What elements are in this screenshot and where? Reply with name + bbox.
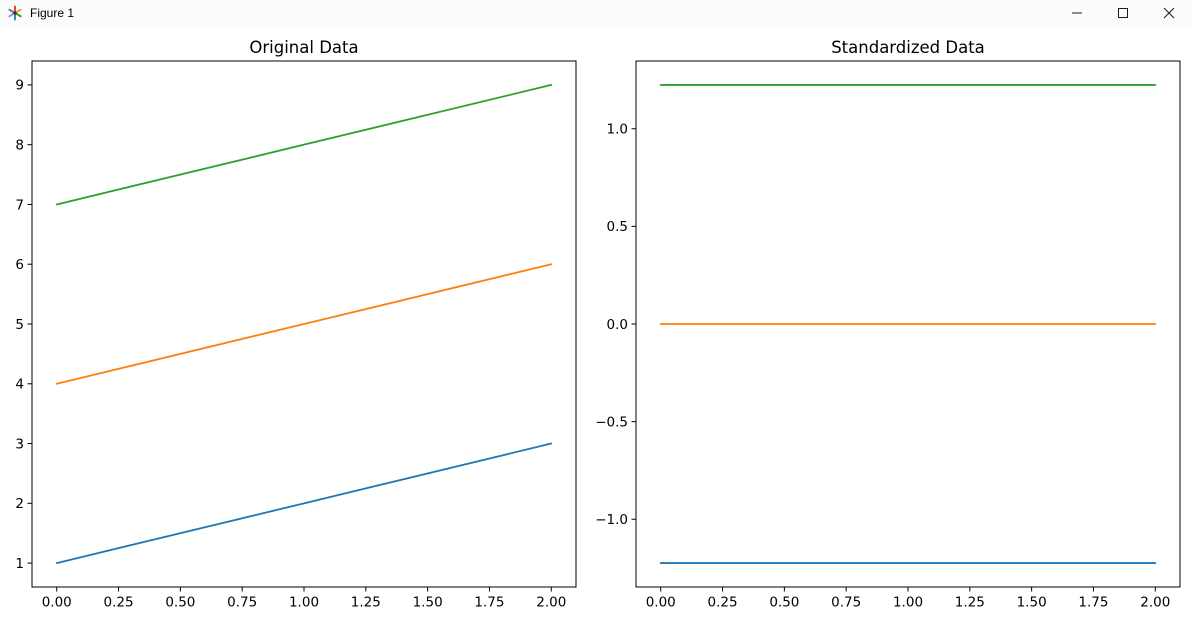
y-tick-label: 9: [15, 78, 24, 94]
x-tick-label: 1.50: [413, 595, 443, 611]
y-tick-label: 5: [15, 317, 24, 333]
x-tick-label: 1.25: [955, 595, 985, 611]
minimize-button[interactable]: [1054, 0, 1100, 26]
x-tick-label: 2.00: [536, 595, 566, 611]
x-tick-label: 1.75: [1078, 595, 1108, 611]
x-tick-label: 1.50: [1017, 595, 1047, 611]
y-tick-label: 0.0: [607, 317, 628, 333]
axes-2: 0.00 0.25 0.50 0.75 1.00 1.25 1.50 1.75 2.00 −1.0…: [595, 38, 1181, 611]
axes-title: Original Data: [249, 38, 358, 57]
y-tick-label: −1.0: [595, 512, 628, 528]
figure-canvas: 0.00 0.25 0.50 0.75 1.00 1.25 1.50 1.75 2.00 1 2 3 4…: [0, 26, 1192, 613]
y-tick-label: 4: [15, 377, 24, 393]
titlebar: Figure 1: [0, 0, 1192, 27]
maximize-button[interactable]: [1100, 0, 1146, 26]
window-controls: [1054, 0, 1192, 26]
minimize-icon: [1072, 12, 1082, 14]
close-button[interactable]: [1146, 0, 1192, 26]
y-tick-label: 1.0: [607, 122, 628, 138]
x-tick-label: 1.75: [474, 595, 504, 611]
y-tick-label: 0.5: [607, 219, 628, 235]
maximize-icon: [1118, 8, 1128, 18]
matplotlib-logo-icon: [7, 5, 23, 21]
x-tick-label: 0.00: [646, 595, 676, 611]
x-tick-label: 0.75: [831, 595, 861, 611]
x-tick-label: 2.00: [1140, 595, 1170, 611]
axes-title: Standardized Data: [831, 38, 985, 57]
x-tick-label: 0.75: [227, 595, 257, 611]
y-tick-label: 8: [15, 137, 24, 153]
line-row-1-blue: [55, 442, 553, 564]
subplots-svg: 0.00 0.25 0.50 0.75 1.00 1.25 1.50 1.75 2.00 1 2 3 4…: [15, 38, 1181, 611]
x-tick-label: 0.50: [165, 595, 195, 611]
y-tick-label: −0.5: [595, 414, 628, 430]
close-icon: [1163, 7, 1175, 19]
x-tick-label: 0.25: [708, 595, 738, 611]
y-tick-label: 6: [15, 257, 24, 273]
line-row-2-orange: [55, 263, 553, 385]
y-tick-label: 3: [15, 436, 24, 452]
y-tick-label: 7: [15, 197, 24, 213]
x-tick-label: 1.00: [893, 595, 923, 611]
axes-1: 0.00 0.25 0.50 0.75 1.00 1.25 1.50 1.75 2.00 1 2 3 4…: [15, 38, 577, 611]
x-tick-label: 0.25: [104, 595, 134, 611]
line-row-3-green: [55, 84, 553, 206]
x-tick-label: 1.00: [289, 595, 319, 611]
x-tick-label: 0.00: [42, 595, 72, 611]
x-tick-label: 1.25: [351, 595, 381, 611]
x-tick-label: 0.50: [769, 595, 799, 611]
y-tick-label: 1: [15, 556, 24, 572]
window-title: Figure 1: [30, 6, 75, 20]
y-tick-label: 2: [15, 496, 24, 512]
